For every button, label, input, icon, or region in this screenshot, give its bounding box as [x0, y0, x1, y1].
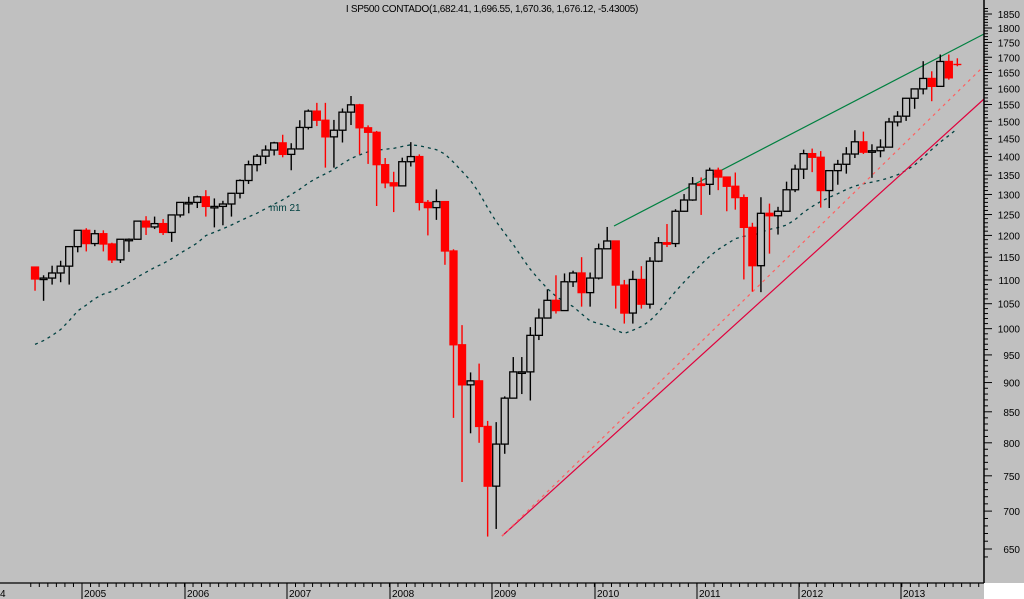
svg-text:1050: 1050: [998, 300, 1021, 311]
svg-text:1700: 1700: [998, 53, 1021, 64]
svg-text:850: 850: [1003, 408, 1020, 419]
svg-text:4: 4: [0, 589, 6, 599]
svg-text:1400: 1400: [998, 153, 1021, 164]
svg-text:700: 700: [1003, 507, 1020, 518]
svg-text:1850: 1850: [998, 10, 1021, 21]
svg-text:1600: 1600: [998, 84, 1021, 95]
svg-text:750: 750: [1003, 472, 1020, 483]
svg-text:1650: 1650: [998, 69, 1021, 80]
svg-text:1550: 1550: [998, 101, 1021, 112]
svg-text:650: 650: [1003, 545, 1020, 556]
ma-label: mm 21: [270, 203, 301, 214]
svg-text:2007: 2007: [289, 589, 312, 599]
svg-text:2011: 2011: [699, 589, 721, 599]
svg-text:1450: 1450: [998, 135, 1021, 146]
svg-text:2005: 2005: [84, 589, 107, 599]
upper-resistance-line: [613, 33, 985, 227]
svg-text:950: 950: [1003, 351, 1020, 362]
svg-text:800: 800: [1003, 439, 1020, 450]
svg-text:1300: 1300: [998, 190, 1021, 201]
trend-lines: [501, 33, 985, 537]
svg-text:1000: 1000: [998, 325, 1021, 336]
svg-text:2008: 2008: [392, 589, 415, 599]
lower-support-parallel-line: [501, 65, 985, 537]
svg-text:2006: 2006: [187, 589, 210, 599]
svg-text:1150: 1150: [998, 253, 1020, 264]
svg-text:1250: 1250: [998, 211, 1021, 222]
svg-text:2013: 2013: [903, 589, 926, 599]
svg-text:1200: 1200: [998, 231, 1021, 242]
last-price-marker: [953, 58, 962, 67]
lower-support-line: [501, 98, 985, 537]
candles: [30, 54, 953, 537]
x-axis: 4 2005 2006 2007 2008 2009 2010 2011 2012 2013: [0, 582, 984, 599]
svg-text:1750: 1750: [998, 38, 1021, 49]
svg-text:900: 900: [1003, 379, 1020, 390]
svg-text:1500: 1500: [998, 117, 1021, 128]
svg-text:1100: 1100: [998, 276, 1020, 287]
svg-text:1350: 1350: [998, 171, 1021, 182]
svg-text:2012: 2012: [801, 589, 824, 599]
corner-blank: [984, 583, 1024, 599]
chart-title: I SP500 CONTADO(1,682.41, 1,696.55, 1,67…: [345, 4, 639, 15]
svg-text:2009: 2009: [494, 589, 517, 599]
moving-average-line: [34, 128, 958, 345]
svg-text:1800: 1800: [998, 24, 1021, 35]
y-axis: 650 700 750 800 850 900 950 1000 1050 1100 1150 120…: [983, 0, 1021, 583]
svg-text:2010: 2010: [597, 589, 620, 599]
